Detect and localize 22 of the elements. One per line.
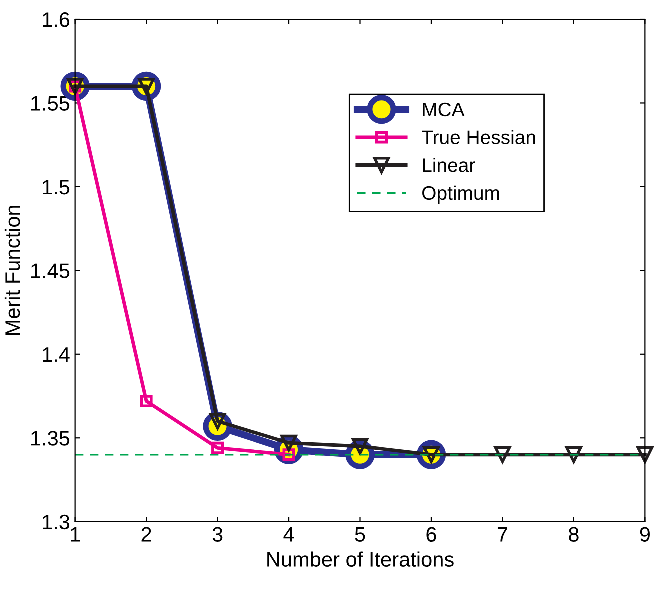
y-tick-label: 1.35 xyxy=(32,431,70,446)
x-tick-label: 5 xyxy=(355,527,366,542)
legend-label: True Hessian xyxy=(422,130,536,144)
x-tick-label: 4 xyxy=(284,527,294,542)
x-tick-label: 8 xyxy=(569,527,579,542)
x-tick-label: 2 xyxy=(142,527,152,542)
x-tick-label: 7 xyxy=(498,527,508,542)
y-tick-label: 1.6 xyxy=(43,12,70,28)
y-tick-label: 1.4 xyxy=(43,348,70,362)
x-tick-label: 3 xyxy=(212,527,223,542)
legend-label: Optimum xyxy=(422,186,500,204)
x-tick-label: 1 xyxy=(71,527,80,542)
x-tick-label: 9 xyxy=(640,527,650,542)
y-axis-title: Merit Function xyxy=(4,206,20,335)
y-tick-label: 1.45 xyxy=(32,264,70,278)
y-tick-label: 1.3 xyxy=(43,514,70,530)
legend-label: Linear xyxy=(423,158,476,172)
x-axis-title: Number of Iterations xyxy=(268,552,454,567)
y-tick-label: 1.5 xyxy=(43,180,70,195)
y-tick-label: 1.55 xyxy=(32,96,70,111)
legend-label: MCA xyxy=(423,102,465,117)
x-tick-label: 6 xyxy=(426,527,436,542)
